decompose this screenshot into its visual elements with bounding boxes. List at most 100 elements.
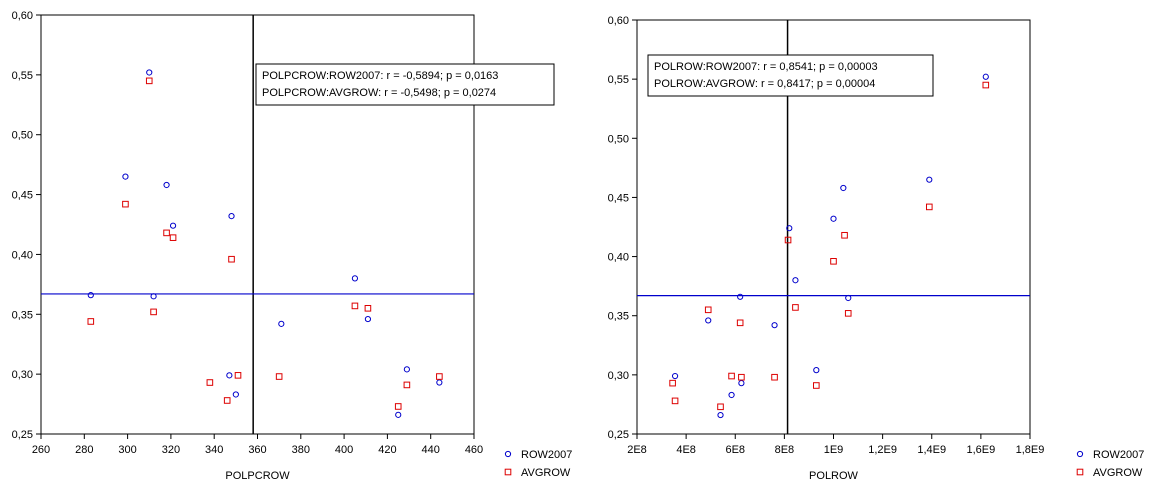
stats-line: POLROW:AVGROW: r = 0,8417; p = 0,00004 [654, 78, 875, 90]
point-avgrow [982, 81, 990, 89]
point-row2007 [403, 366, 410, 373]
y-tick-label: 0,45 [608, 192, 629, 204]
point-avgrow [841, 231, 848, 239]
y-tick-label: 0,60 [608, 15, 629, 27]
point-avgrow [351, 302, 359, 310]
stats-box [647, 54, 934, 97]
point-avgrow [163, 229, 170, 237]
point-row2007 [671, 372, 679, 380]
point-row2007 [228, 213, 235, 220]
y-tick-label: 0,40 [608, 252, 629, 264]
point-row2007 [436, 379, 443, 386]
point-avgrow [669, 379, 676, 387]
y-tick-label: 0,25 [12, 429, 33, 441]
y-tick-label: 0,30 [12, 369, 33, 381]
point-avgrow [234, 372, 242, 379]
legend-marker-row2007 [1076, 450, 1084, 458]
legend-marker-row2007 [504, 450, 512, 458]
point-row2007 [163, 181, 170, 189]
point-row2007 [982, 73, 989, 80]
point-avgrow [403, 381, 411, 389]
point-avgrow [771, 373, 778, 381]
legend-label: AVGROW [1093, 467, 1143, 479]
point-row2007 [786, 225, 793, 232]
x-tick-label: 260 [32, 444, 50, 456]
point-row2007 [226, 372, 233, 379]
x-axis-label: POLROW [809, 470, 859, 482]
point-row2007 [771, 322, 778, 329]
point-row2007 [150, 293, 157, 300]
point-avgrow [206, 379, 214, 386]
point-row2007 [87, 292, 94, 299]
x-tick-label: 1,2E9 [868, 444, 897, 456]
point-avgrow [436, 373, 443, 380]
x-tick-label: 4E8 [676, 444, 696, 456]
point-avgrow [169, 234, 177, 241]
x-tick-label: 320 [162, 444, 180, 456]
point-row2007 [717, 411, 724, 419]
x-tick-label: 340 [205, 444, 223, 456]
y-tick-label: 0,35 [608, 311, 629, 323]
point-avgrow [704, 306, 712, 314]
point-avgrow [394, 403, 402, 410]
point-row2007 [146, 69, 153, 76]
point-avgrow [738, 373, 745, 381]
y-tick-label: 0,30 [608, 370, 629, 382]
x-tick-label: 380 [292, 444, 310, 456]
point-avgrow [228, 255, 235, 263]
point-row2007 [926, 176, 933, 183]
point-row2007 [364, 315, 372, 323]
y-tick-label: 0,50 [608, 133, 629, 145]
x-tick-label: 1,6E9 [967, 444, 996, 456]
y-tick-label: 0,55 [12, 70, 33, 82]
point-avgrow [844, 310, 852, 317]
point-avgrow [671, 397, 679, 405]
x-tick-label: 1,8E9 [1016, 444, 1045, 456]
stats-line: POLPCROW:AVGROW: r = -0,5498; p = 0,0274 [262, 87, 496, 99]
y-tick-label: 0,55 [608, 74, 629, 86]
legend-marker-avgrow [504, 468, 512, 476]
y-tick-label: 0,40 [12, 249, 33, 261]
point-row2007 [813, 367, 820, 374]
x-tick-label: 280 [75, 444, 93, 456]
point-avgrow [728, 372, 735, 380]
stats-line: POLPCROW:ROW2007: r = -0,5894; p = 0,016… [262, 70, 498, 82]
point-avgrow [792, 304, 799, 311]
point-avgrow [813, 382, 820, 389]
point-row2007 [830, 215, 837, 222]
point-avgrow [275, 373, 283, 380]
point-row2007 [840, 184, 847, 192]
x-tick-label: 6E8 [725, 444, 745, 456]
point-row2007 [278, 320, 285, 327]
x-tick-label: 300 [118, 444, 136, 456]
point-row2007 [395, 411, 402, 418]
point-avgrow [145, 77, 153, 85]
point-row2007 [232, 391, 239, 398]
x-tick-label: 400 [335, 444, 353, 456]
point-row2007 [728, 391, 735, 399]
stats-box [255, 63, 555, 106]
legend-label: ROW2007 [1093, 449, 1144, 461]
point-avgrow [122, 200, 129, 208]
point-row2007 [845, 294, 852, 302]
legend-label: AVGROW [521, 467, 571, 479]
point-avgrow [925, 203, 933, 211]
point-avgrow [150, 308, 157, 316]
x-tick-label: 8E8 [775, 444, 795, 456]
x-tick-label: 460 [465, 444, 483, 456]
point-row2007 [705, 317, 712, 324]
y-tick-label: 0,60 [12, 10, 33, 22]
y-tick-label: 0,35 [12, 309, 33, 321]
x-axis-label: POLPCROW [225, 470, 290, 482]
point-avgrow [830, 258, 837, 265]
legend-marker-avgrow [1076, 468, 1084, 476]
point-row2007 [169, 222, 177, 229]
point-row2007 [792, 277, 799, 284]
x-tick-label: 2E8 [627, 444, 647, 456]
x-tick-label: 360 [248, 444, 266, 456]
x-tick-label: 1,4E9 [917, 444, 946, 456]
point-avgrow [223, 397, 231, 404]
point-row2007 [122, 173, 129, 180]
point-avgrow [717, 403, 724, 411]
